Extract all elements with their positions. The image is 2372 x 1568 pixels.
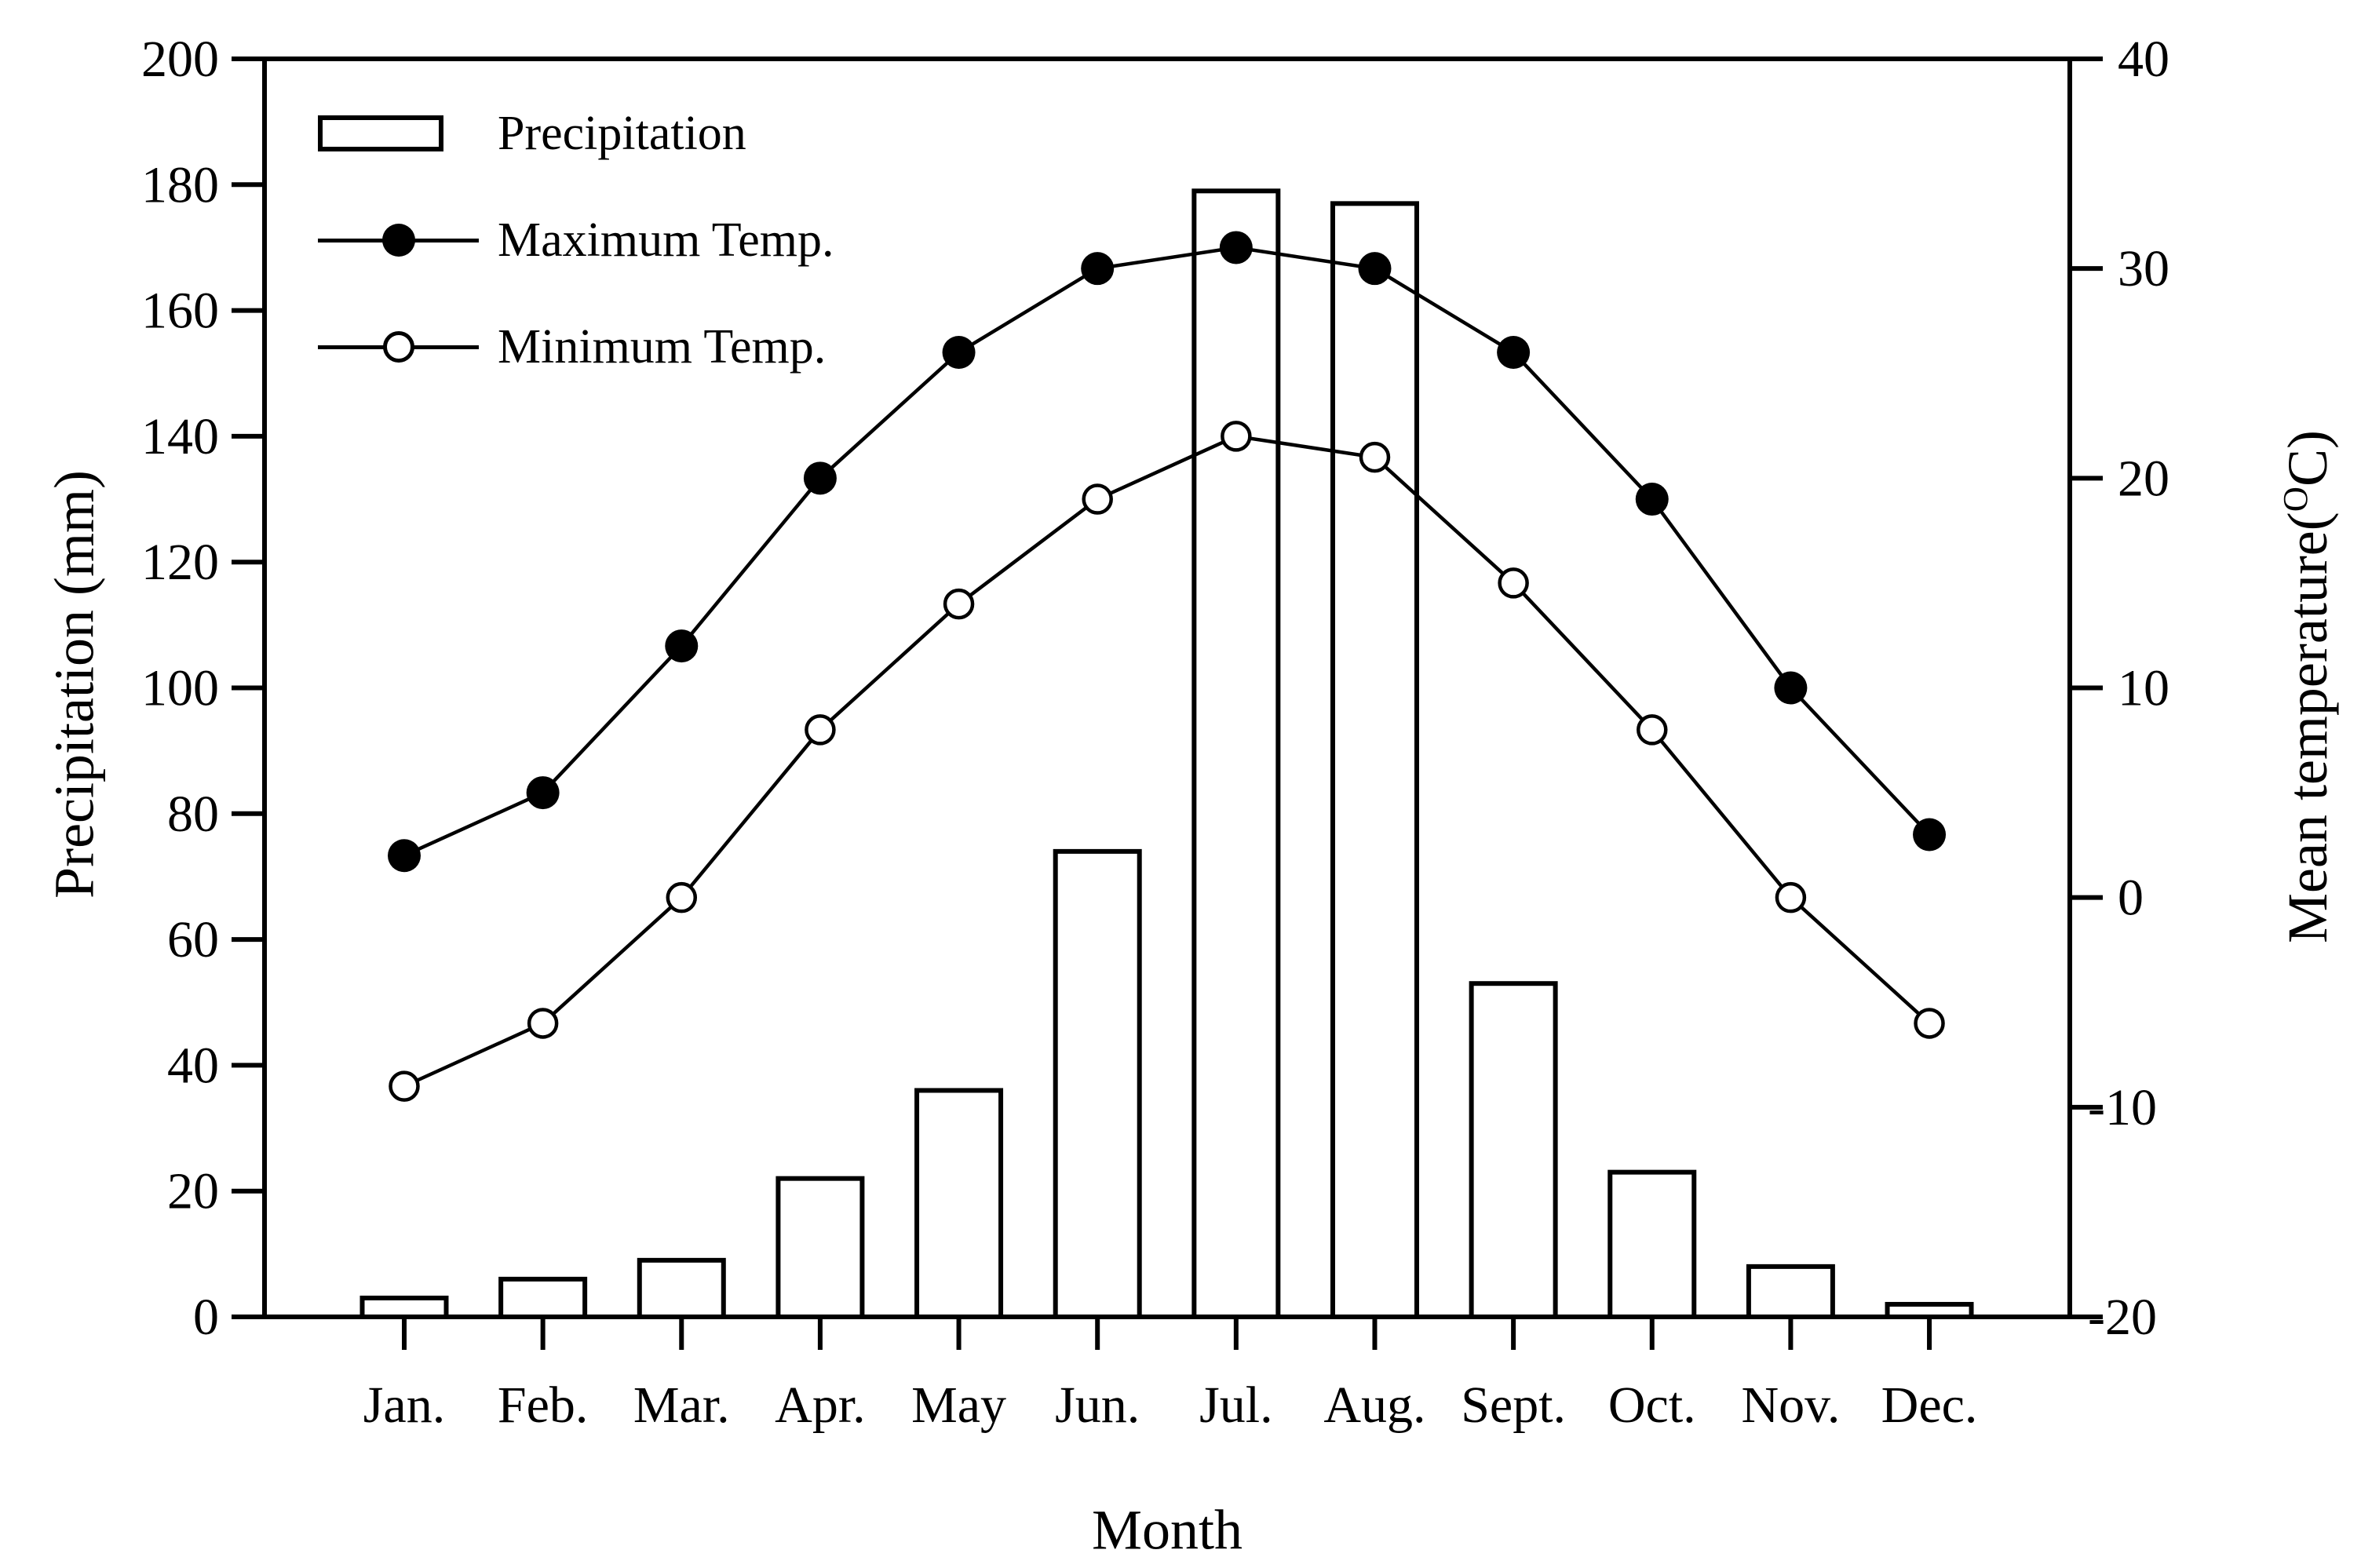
y-right-tick-label: 10 [2118, 660, 2169, 717]
marker-min-Oct. [1637, 714, 1668, 746]
marker-min-May [943, 588, 975, 620]
x-tick-label: Dec. [1881, 1377, 1978, 1434]
bar-Dec. [1885, 1301, 1974, 1319]
bar-Jul. [1191, 188, 1281, 1320]
marker-min-Aug. [1359, 441, 1391, 473]
marker-max-Nov. [1774, 671, 1808, 705]
open-circle-icon [382, 331, 414, 363]
x-axis-title: Month [1091, 1498, 1243, 1562]
legend-item-maximum-temp: Maximum Temp. [318, 187, 834, 294]
bar-Aug. [1330, 201, 1419, 1320]
x-tick-label: Oct. [1608, 1377, 1696, 1434]
x-tick-label: Jul. [1199, 1377, 1273, 1434]
line-swatch-icon [318, 224, 479, 257]
marker-min-Dec. [1914, 1008, 1945, 1039]
bar-Apr. [775, 1176, 865, 1320]
legend: Precipitation Maximum Temp. Minimum Temp… [318, 80, 834, 400]
legend-label-precipitation: Precipitation [498, 106, 746, 160]
y-left-tick-label: 60 [167, 911, 219, 968]
y-right-tick-label: -10 [2088, 1079, 2157, 1136]
maximum-temp-swatch [318, 224, 479, 257]
legend-item-minimum-temp: Minimum Temp. [318, 294, 834, 400]
line-swatch-icon [318, 331, 479, 363]
legend-label-minimum-temp: Minimum Temp. [498, 319, 827, 374]
marker-max-Jun. [1081, 252, 1115, 286]
x-tick-label: Apr. [775, 1377, 866, 1434]
y-axis-left-title: Precipitation (mm) [42, 470, 106, 899]
marker-max-May [942, 336, 976, 370]
bar-Nov. [1746, 1264, 1835, 1320]
legend-label-maximum-temp: Maximum Temp. [498, 213, 834, 267]
x-tick-label: Sept. [1461, 1377, 1566, 1434]
y-axis-right-title: Mean temperature(OC) [2275, 430, 2341, 943]
marker-min-Mar. [666, 881, 698, 913]
y-left-tick-label: 20 [167, 1163, 219, 1220]
x-tick-label: Feb. [498, 1377, 589, 1434]
y-left-tick-label: 80 [167, 786, 219, 843]
line-minimum-temp [403, 434, 1931, 1088]
y-left-tick-label: 0 [193, 1289, 219, 1346]
y-left-tick-label: 180 [141, 156, 219, 213]
y-left-tick-label: 140 [141, 408, 219, 465]
x-tick-label: Nov. [1741, 1377, 1840, 1434]
y-right-tick-label: -20 [2088, 1289, 2157, 1346]
bar-Jan. [359, 1295, 449, 1319]
bar-Mar. [637, 1257, 726, 1319]
x-tick-label: Mar. [633, 1377, 730, 1434]
y-axis-right-title-prefix: Mean temperature( [2276, 512, 2339, 943]
marker-max-Mar. [665, 629, 699, 663]
y-left-tick-label: 100 [141, 660, 219, 717]
x-tick-label: Jun. [1055, 1377, 1140, 1434]
y-left-tick-label: 200 [141, 31, 219, 88]
bar-swatch-icon [318, 115, 443, 151]
marker-min-Jul. [1221, 421, 1252, 452]
bar-Oct. [1607, 1169, 1697, 1320]
x-tick-label: May [911, 1377, 1006, 1434]
degree-symbol: O [2275, 487, 2315, 512]
marker-min-Nov. [1775, 881, 1807, 913]
bar-May [914, 1088, 1004, 1319]
bar-Jun. [1053, 848, 1142, 1319]
y-right-tick-label: 40 [2118, 31, 2169, 88]
marker-max-Jul. [1219, 231, 1253, 264]
marker-max-Jan. [388, 839, 421, 873]
y-left-tick-label: 40 [167, 1037, 219, 1094]
marker-max-Aug. [1358, 252, 1392, 286]
marker-max-Feb. [526, 776, 560, 810]
filled-circle-icon [381, 224, 415, 257]
marker-min-Sept. [1498, 567, 1529, 599]
marker-min-Jan. [389, 1070, 420, 1102]
marker-max-Sept. [1497, 336, 1531, 370]
bar-Feb. [498, 1276, 588, 1320]
marker-min-Feb. [527, 1008, 559, 1039]
x-tick-label: Jan. [363, 1377, 445, 1434]
y-left-tick-label: 160 [141, 283, 219, 340]
marker-max-Oct. [1635, 483, 1669, 516]
line-maximum-temp [403, 246, 1931, 858]
y-left-tick-label: 120 [141, 534, 219, 591]
marker-max-Apr. [803, 461, 837, 495]
y-right-tick-label: 30 [2118, 240, 2169, 297]
marker-min-Jun. [1082, 483, 1113, 515]
marker-min-Apr. [805, 714, 836, 746]
y-right-tick-label: 20 [2118, 450, 2169, 507]
bar-Sept. [1469, 981, 1558, 1319]
x-tick-label: Aug. [1323, 1377, 1425, 1434]
y-axis-right-title-suffix: C) [2276, 430, 2339, 487]
y-right-tick-label: 0 [2118, 870, 2144, 927]
precipitation-swatch [318, 115, 479, 151]
minimum-temp-swatch [318, 331, 479, 363]
legend-item-precipitation: Precipitation [318, 80, 834, 187]
marker-max-Dec. [1913, 818, 1947, 851]
